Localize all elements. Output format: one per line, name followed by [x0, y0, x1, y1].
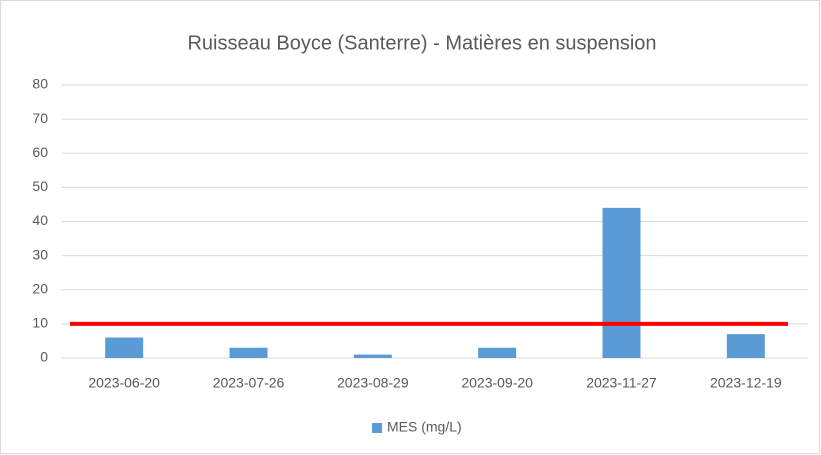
bar — [353, 354, 392, 358]
y-tick-label: 50 — [32, 178, 48, 194]
x-tick-label: 2023-07-26 — [213, 375, 285, 391]
x-tick-label: 2023-08-29 — [337, 375, 409, 391]
y-tick-label: 10 — [32, 315, 48, 331]
legend-swatch — [372, 423, 382, 433]
bar — [229, 347, 268, 358]
chart-title: Ruisseau Boyce (Santerre) - Matières en … — [187, 32, 656, 54]
x-tick-label: 2023-06-20 — [88, 375, 160, 391]
x-tick-label: 2023-12-19 — [710, 375, 782, 391]
bar — [726, 334, 765, 358]
y-tick-label: 40 — [32, 212, 48, 228]
y-tick-label: 30 — [32, 246, 48, 262]
x-tick-label: 2023-11-27 — [586, 375, 657, 391]
y-tick-label: 20 — [32, 280, 48, 296]
y-tick-label: 80 — [32, 76, 48, 92]
x-tick-label: 2023-09-20 — [461, 375, 533, 391]
y-tick-label: 70 — [32, 110, 48, 126]
bar — [105, 337, 144, 358]
y-tick-label: 0 — [40, 349, 48, 365]
y-tick-label: 60 — [32, 144, 48, 160]
legend-label: MES (mg/L) — [387, 419, 462, 435]
bar — [602, 207, 641, 358]
bar — [478, 347, 517, 358]
